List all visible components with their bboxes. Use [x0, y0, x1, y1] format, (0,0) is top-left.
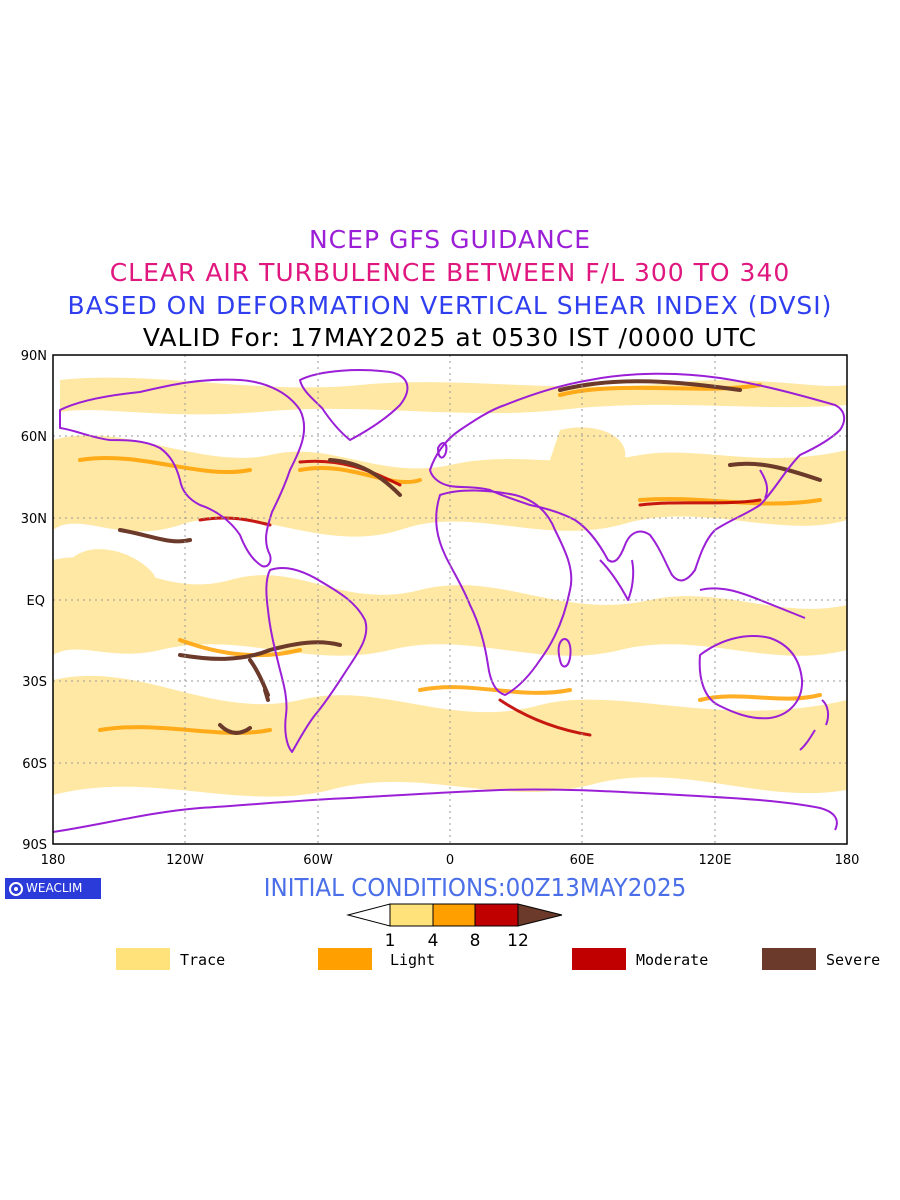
lat-label: 60N: [21, 430, 47, 445]
legend-swatch-severe: [762, 948, 816, 970]
legend-label-moderate: Moderate: [636, 951, 709, 969]
colorbar-bin-trace: [389, 903, 434, 927]
colorbar-tick: 4: [428, 931, 439, 951]
lat-label: 90N: [21, 349, 47, 364]
lat-label: 60S: [22, 757, 47, 772]
lat-label: 30N: [21, 512, 47, 527]
colorbar-tick: 1: [385, 931, 396, 951]
lat-label: EQ: [27, 594, 45, 609]
lon-label: 60W: [303, 853, 333, 868]
light-field: [78, 383, 822, 735]
lon-label: 60E: [570, 853, 595, 868]
map-frame: [52, 354, 848, 845]
colorbar-bin-light: [432, 903, 476, 927]
logo-circle-icon: [9, 881, 23, 896]
weaclim-logo: WEACLIM: [5, 878, 101, 899]
legend-label-light: Light: [390, 951, 436, 969]
logo-text: WEACLIM: [26, 881, 83, 895]
title-product: CLEAR AIR TURBULENCE BETWEEN F/L 300 TO …: [109, 258, 791, 287]
trace-field: [53, 377, 847, 797]
lon-label: 120E: [698, 853, 731, 868]
legend-label-severe: Severe: [826, 951, 881, 969]
title-method: BASED ON DEFORMATION VERTICAL SHEAR INDE…: [67, 291, 833, 320]
graticule: [53, 355, 847, 844]
colorbar-tick: 8: [470, 931, 481, 951]
severe-field: [118, 379, 822, 735]
lat-label: 90S: [22, 838, 47, 853]
title-valid-time: VALID For: 17MAY2025 at 0530 IST /0000 U…: [142, 323, 758, 352]
legend-label-trace: Trace: [180, 951, 226, 969]
longitude-labels: 180 120W 60W 0 60E 120E 180: [41, 853, 860, 868]
title-model: NCEP GFS GUIDANCE: [308, 225, 591, 254]
initial-conditions: INITIAL CONDITIONS:00Z13MAY2025: [263, 873, 687, 902]
lon-label: 0: [446, 853, 454, 868]
colorbar-below-arrow: [346, 903, 391, 927]
lon-label: 180: [835, 853, 860, 868]
colorbar-above-arrow: [517, 903, 563, 927]
colorbar: 1 4 8 12: [346, 903, 563, 951]
colorbar-tick: 12: [507, 931, 529, 951]
lon-label: 180: [41, 853, 66, 868]
legend-swatch-moderate: [572, 948, 626, 970]
colorbar-bin-moderate: [474, 903, 519, 927]
lat-label: 30S: [22, 675, 47, 690]
legend-swatch-trace: [116, 948, 170, 970]
lon-label: 120W: [166, 853, 204, 868]
legend-swatch-light: [318, 948, 372, 970]
latitude-labels: 90N 60N 30N EQ 30S 60S 90S: [21, 349, 47, 853]
